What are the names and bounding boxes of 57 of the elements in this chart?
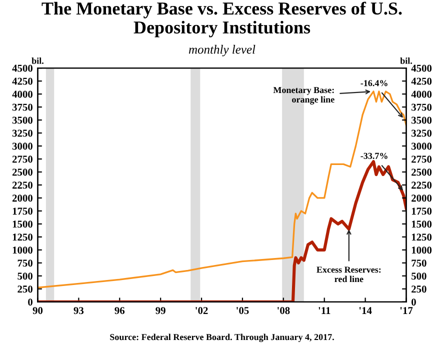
y2-tick-label: 1250 xyxy=(412,234,432,241)
y-tick-label: 1000 xyxy=(12,246,32,254)
y-tick-label: 2250 xyxy=(12,182,32,189)
y2-tick-label: 250 xyxy=(412,286,426,293)
y-tick-label: 3000 xyxy=(12,142,32,150)
x-tick-label: '05 xyxy=(236,307,249,314)
y2-tick-label: 4000 xyxy=(411,90,432,98)
y2-tick-label: 2750 xyxy=(412,156,432,163)
y-tick-label: 3500 xyxy=(12,116,32,124)
y-tick-label: 500 xyxy=(18,272,32,280)
x-tick-label: 99 xyxy=(156,307,166,314)
y-tick-label: 4500 xyxy=(12,64,32,72)
y2-tick-label: 750 xyxy=(412,260,426,267)
annotation: Monetary Base: orange line xyxy=(273,87,334,104)
x-tick-label: 96 xyxy=(114,307,125,314)
y-tick-label: 2000 xyxy=(12,194,32,202)
x-tick-label: '14 xyxy=(359,307,372,314)
y-tick-label: 0 xyxy=(28,298,32,306)
y-tick-label: 1250 xyxy=(12,234,32,241)
chart-subtitle: monthly level xyxy=(188,44,256,56)
y2-tick-label: 3500 xyxy=(412,116,432,124)
chart-title: The Monetary Base vs. Excess Reserves of U.S. Depository Institutions xyxy=(42,2,402,38)
y-tick-label: 4000 xyxy=(12,90,32,98)
annotation: -16.4% xyxy=(360,80,388,86)
annotation: -33.7% xyxy=(360,152,388,159)
x-tick-label: '17 xyxy=(400,307,413,314)
y2-tick-label: 3000 xyxy=(412,142,432,150)
y2-tick-label: 2000 xyxy=(412,194,432,202)
y2-tick-label: 4500 xyxy=(411,64,432,72)
y-axis-title: bil. xyxy=(32,58,44,64)
y2-tick-label: 1500 xyxy=(412,220,432,228)
y2-tick-label: 0 xyxy=(412,298,416,306)
y2-tick-label: 4250 xyxy=(411,78,432,85)
y2-tick-label: 2250 xyxy=(412,182,432,189)
x-tick-label: 93 xyxy=(74,307,84,314)
y-tick-label: 3750 xyxy=(12,104,32,111)
y-tick-label: 2500 xyxy=(12,168,32,176)
x-tick-label: '11 xyxy=(318,307,330,314)
y-tick-label: 2750 xyxy=(12,156,32,163)
y2-tick-label: 3250 xyxy=(412,130,432,137)
source-note: Source: Federal Reserve Board. Through January 4, 2017. xyxy=(110,334,334,342)
y-tick-label: 1500 xyxy=(12,220,32,228)
y-tick-label: 3250 xyxy=(12,130,32,137)
y-tick-label: 4250 xyxy=(12,78,32,85)
annotation: Excess Reserves: red line xyxy=(316,266,381,282)
x-tick-label: '08 xyxy=(278,307,290,314)
y2-tick-label: 1750 xyxy=(412,208,432,215)
y2-axis-title: bil. xyxy=(400,58,412,64)
y2-tick-label: 3750 xyxy=(412,104,432,111)
y2-tick-label: 2500 xyxy=(412,168,432,176)
y-tick-label: 750 xyxy=(18,260,32,267)
x-tick-label: '02 xyxy=(196,307,208,314)
y-tick-label: 1750 xyxy=(12,208,32,215)
x-tick-label: 90 xyxy=(32,307,43,314)
y2-tick-label: 500 xyxy=(412,272,426,280)
y2-tick-label: 1000 xyxy=(412,246,432,254)
y-tick-label: 250 xyxy=(18,286,32,293)
